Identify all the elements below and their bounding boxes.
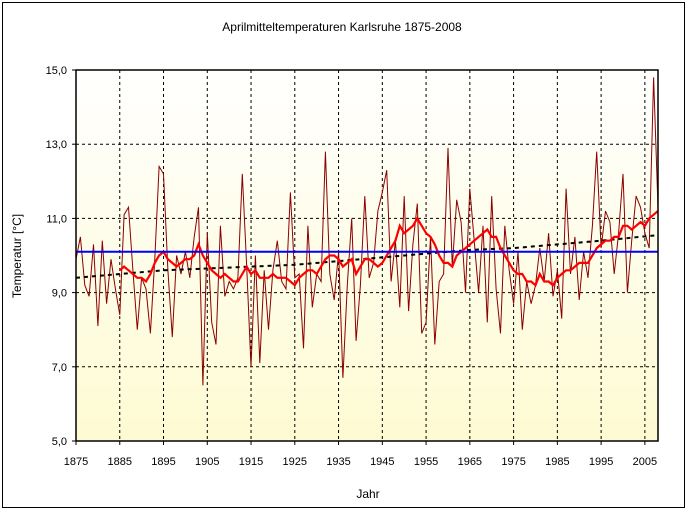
y-tick-label: 9,0 xyxy=(52,288,67,300)
x-tick-label: 1955 xyxy=(414,456,438,468)
plot-border xyxy=(75,69,659,442)
chart-title: Aprilmitteltemperaturen Karlsruhe 1875-2… xyxy=(222,20,462,34)
x-tick-label: 1995 xyxy=(589,456,613,468)
y-tick-label: 5,0 xyxy=(52,436,67,448)
x-tick-label: 1965 xyxy=(458,456,482,468)
x-tick-label: 1905 xyxy=(195,456,219,468)
y-tick-label: 11,0 xyxy=(46,213,67,225)
x-tick-label: 1895 xyxy=(151,456,175,468)
x-tick-label: 1875 xyxy=(64,456,88,468)
x-tick-label: 1975 xyxy=(501,456,525,468)
y-axis-label: Temperatur [°C] xyxy=(10,214,24,298)
x-tick-label: 1985 xyxy=(545,456,569,468)
x-tick-label: 1885 xyxy=(108,456,132,468)
series-trend-line xyxy=(75,234,659,279)
x-tick-label: 1945 xyxy=(370,456,394,468)
plot-area xyxy=(76,70,658,441)
x-tick-label: 1925 xyxy=(283,456,307,468)
y-tick-label: 15,0 xyxy=(46,65,67,77)
y-tick-label: 7,0 xyxy=(52,362,67,374)
y-tick-label: 13,0 xyxy=(46,139,67,151)
x-tick-label: 1915 xyxy=(239,456,263,468)
x-tick-label: 1935 xyxy=(326,456,350,468)
x-axis-label: Jahr xyxy=(356,487,379,501)
x-tick-label: 2005 xyxy=(633,456,657,468)
series-annual-line xyxy=(75,77,659,386)
